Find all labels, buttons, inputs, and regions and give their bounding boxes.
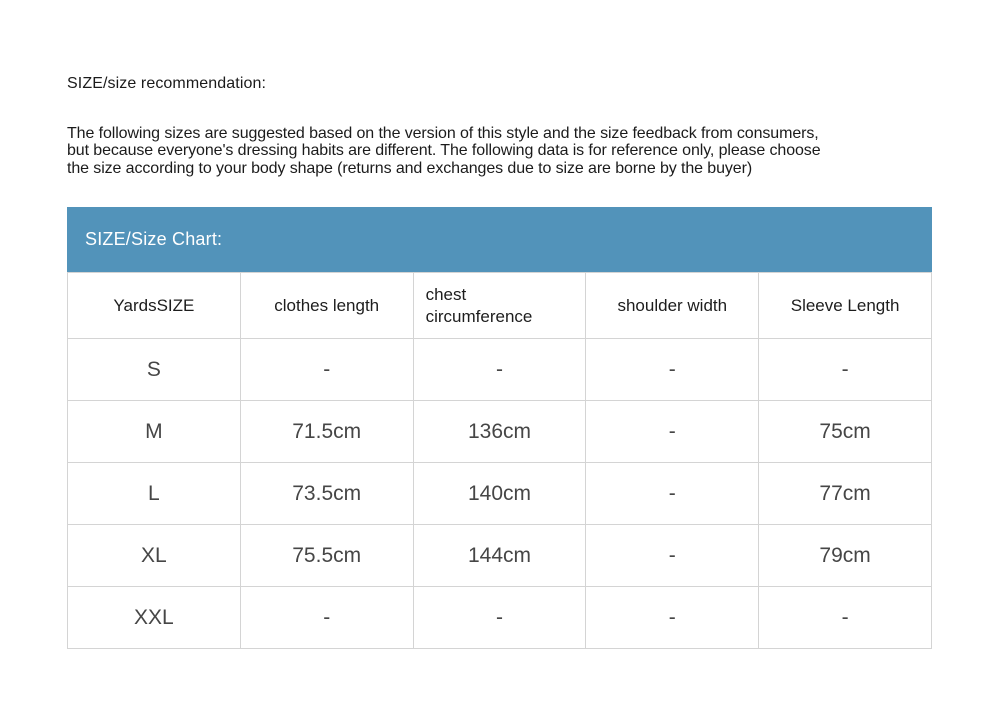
table-cell: 71.5cm: [239, 400, 414, 463]
size-chart-banner-title: SIZE/Size Chart:: [85, 229, 223, 249]
col-header-clothes-length: clothes length: [239, 272, 414, 339]
size-label-cell: XXL: [67, 586, 241, 649]
table-cell: -: [758, 586, 932, 649]
description-line: the size according to your body shape (r…: [67, 159, 753, 177]
table-cell: -: [239, 586, 414, 649]
col-header-shoulder-width: shoulder width: [585, 272, 760, 339]
table-cell: -: [758, 338, 932, 401]
table-cell: -: [239, 338, 414, 401]
table-row-m: M 71.5cm 136cm - 75cm: [67, 400, 932, 463]
header-row: YardsSIZE clothes length chest circumfer…: [67, 272, 932, 339]
col-header-yards-size: YardsSIZE: [67, 272, 241, 339]
table-cell: -: [585, 338, 760, 401]
table-cell: 73.5cm: [239, 462, 414, 525]
size-label-cell: M: [67, 400, 241, 463]
size-label-cell: L: [67, 462, 241, 525]
col-header-sleeve-length: Sleeve Length: [758, 272, 932, 339]
table-cell: -: [585, 524, 760, 587]
table-cell: 136cm: [412, 400, 587, 463]
table-cell: 144cm: [412, 524, 587, 587]
table-cell: 77cm: [758, 462, 932, 525]
size-chart-table: YardsSIZE clothes length chest circumfer…: [67, 272, 932, 649]
description-paragraph: The following sizes are suggested based …: [67, 125, 821, 177]
size-chart-banner: SIZE/Size Chart:: [67, 207, 932, 272]
table-row-xl: XL 75.5cm 144cm - 79cm: [67, 524, 932, 587]
page-title: SIZE/size recommendation:: [67, 75, 267, 92]
size-label-cell: XL: [67, 524, 241, 587]
description-line: but because everyone's dressing habits a…: [67, 142, 821, 160]
table-cell: -: [585, 462, 760, 525]
table-cell: -: [585, 586, 760, 649]
table-row-s: S - - - -: [67, 338, 932, 401]
size-label-cell: S: [67, 338, 241, 401]
table-row-l: L 73.5cm 140cm - 77cm: [67, 462, 932, 525]
table-cell: 75.5cm: [239, 524, 414, 587]
table-row-xxl: XXL - - - -: [67, 586, 932, 649]
description-line: The following sizes are suggested based …: [67, 125, 819, 142]
table-cell: 79cm: [758, 524, 932, 587]
table-cell: 140cm: [412, 462, 587, 525]
table-cell: -: [412, 586, 587, 649]
table-cell: 75cm: [758, 400, 932, 463]
col-header-chest-circumference: chest circumference: [412, 272, 587, 339]
table-cell: -: [412, 338, 587, 401]
table-cell: -: [585, 400, 760, 463]
